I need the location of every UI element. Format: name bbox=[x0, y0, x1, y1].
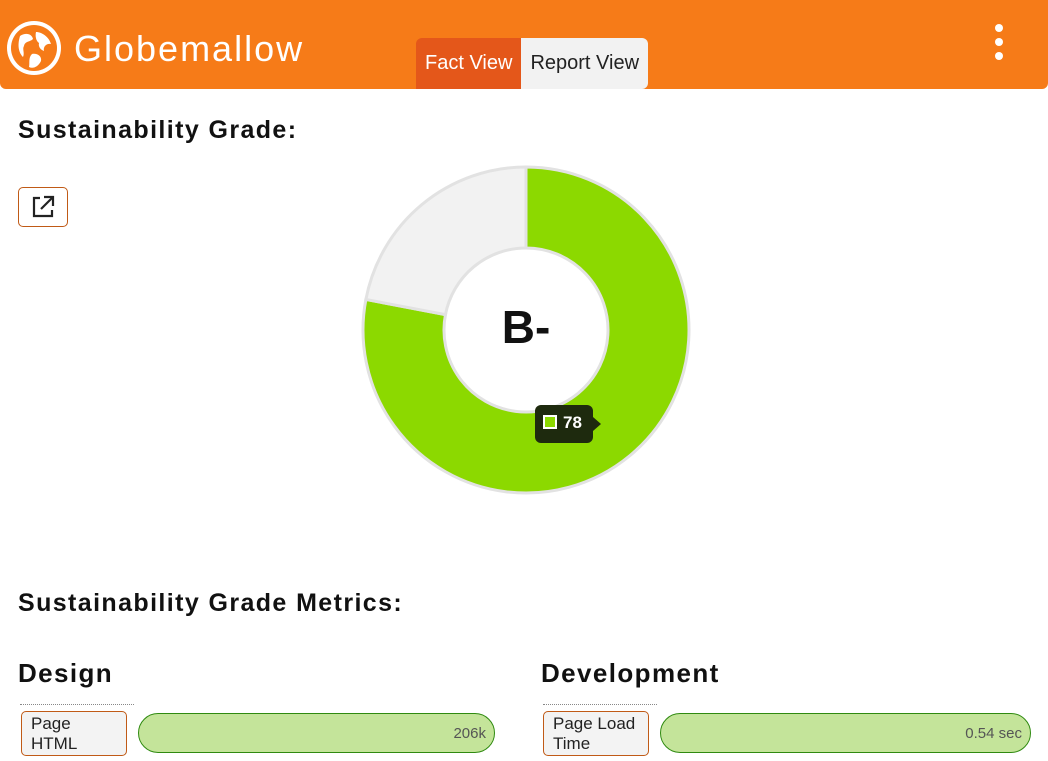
development-divider bbox=[543, 704, 657, 705]
metrics-section-title: Sustainability Grade Metrics: bbox=[18, 589, 404, 617]
metric-value-page-html: 206k bbox=[453, 725, 486, 742]
external-link-icon bbox=[32, 195, 55, 218]
view-tabs: Fact View Report View bbox=[416, 38, 649, 89]
app-title: Globemallow bbox=[74, 28, 305, 69]
donut-slice-remainder[interactable] bbox=[364, 165, 528, 317]
metric-label-page-load-time: Page Load Time bbox=[543, 711, 649, 756]
design-group-title: Design bbox=[18, 658, 114, 688]
metric-bar-page-load-time: 0.54 sec bbox=[660, 713, 1031, 753]
tooltip-swatch bbox=[543, 415, 557, 429]
tab-fact-view[interactable]: Fact View bbox=[416, 38, 522, 89]
grade-section-title: Sustainability Grade: bbox=[18, 116, 298, 144]
design-divider bbox=[20, 704, 134, 705]
app-header: Globemallow Fact View Report View bbox=[0, 0, 1048, 89]
donut-slice-score[interactable] bbox=[361, 165, 691, 495]
development-group-title: Development bbox=[541, 658, 720, 688]
open-external-button[interactable] bbox=[18, 187, 68, 227]
grade-center-label: B- bbox=[501, 301, 551, 353]
metric-label-page-html: Page HTML bbox=[21, 711, 127, 756]
grade-donut-chart bbox=[361, 165, 691, 495]
globe-icon[interactable] bbox=[6, 20, 62, 76]
kebab-menu-icon[interactable] bbox=[986, 24, 1012, 64]
metric-bar-page-html: 206k bbox=[138, 713, 495, 753]
metric-value-page-load-time: 0.54 sec bbox=[965, 725, 1022, 742]
tooltip-value: 78 bbox=[563, 413, 582, 432]
chart-tooltip: 78 bbox=[535, 405, 601, 443]
tab-report-view[interactable]: Report View bbox=[521, 38, 649, 89]
